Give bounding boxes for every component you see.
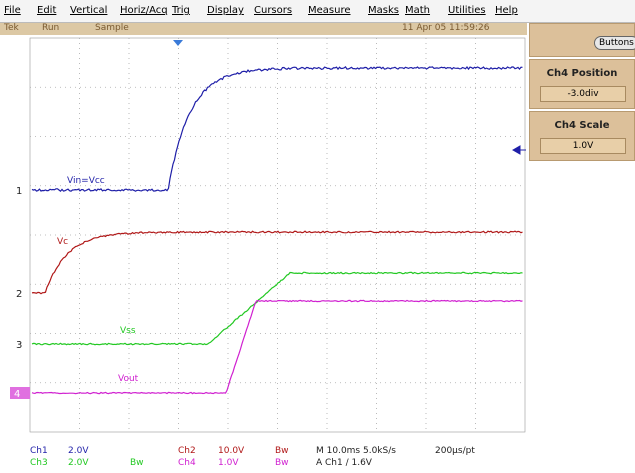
acq-mode: Sample bbox=[95, 23, 129, 33]
menu-item[interactable]: Display bbox=[207, 5, 244, 16]
trace-ch4 bbox=[31, 299, 523, 395]
buttons-bar: Buttons bbox=[529, 23, 635, 57]
ch4-position-panel[interactable]: Ch4 Position -3.0div bbox=[529, 59, 635, 109]
brand: Tek bbox=[4, 23, 19, 33]
marker-box bbox=[10, 387, 30, 399]
readout-text: 10.0V bbox=[218, 446, 245, 456]
trace-label: Vout bbox=[118, 374, 139, 384]
channel-marker: 2 bbox=[16, 289, 22, 300]
readout: Ch1 2.0V Ch2 10.0V Bw M 10.0ms 5.0kS/s 200µs/p… bbox=[0, 440, 527, 473]
readout-text: 1.0V bbox=[218, 458, 239, 468]
trace-label: Vc bbox=[57, 237, 68, 247]
menu-item[interactable]: Utilities bbox=[448, 5, 486, 16]
readout-text: A Ch1 ∕ 1.6V bbox=[316, 458, 372, 468]
trace-label: Vin=Vcc bbox=[67, 176, 105, 186]
channel-marker: 4 bbox=[14, 389, 20, 400]
readout-text: 2.0V bbox=[68, 446, 89, 456]
menu-item[interactable]: Vertical bbox=[70, 5, 108, 16]
menu-item[interactable]: Cursors bbox=[254, 5, 293, 16]
timestamp: 11 Apr 05 11:59:26 bbox=[402, 23, 490, 33]
readout-text: Ch2 bbox=[178, 446, 196, 456]
trigger-level bbox=[511, 145, 526, 155]
readout-text: Ch1 bbox=[30, 446, 48, 456]
readout-text: Bw bbox=[130, 458, 144, 468]
readout-text: Ch3 bbox=[30, 458, 48, 468]
control-label: Ch4 Position bbox=[546, 68, 618, 79]
readout-text: Bw bbox=[275, 446, 289, 456]
side-panel: Buttons Ch4 Position -3.0div Ch4 Scale 1… bbox=[527, 23, 635, 473]
trigger-position bbox=[173, 40, 183, 46]
menu-item[interactable]: File bbox=[4, 5, 21, 16]
readout-text: Bw bbox=[275, 458, 289, 468]
buttons-button[interactable]: Buttons bbox=[594, 36, 635, 50]
channel-marker: 3 bbox=[16, 340, 22, 351]
menu-item[interactable]: Horiz/Acq bbox=[120, 5, 168, 16]
status-bar: Tek Run Sample 11 Apr 05 11:59:26 bbox=[0, 23, 527, 35]
control-value: 1.0V bbox=[540, 138, 626, 154]
readout-text: 2.0V bbox=[68, 458, 89, 468]
readout-text: 200µs/pt bbox=[435, 446, 475, 456]
menu-item[interactable]: Masks bbox=[368, 5, 399, 16]
trace-ch2 bbox=[31, 230, 523, 295]
trace-ch1 bbox=[31, 66, 523, 193]
channel-marker: 1 bbox=[16, 186, 22, 197]
ch4-scale-panel[interactable]: Ch4 Scale 1.0V bbox=[529, 111, 635, 161]
menu-item[interactable]: Help bbox=[495, 5, 518, 16]
menu-item[interactable]: Edit bbox=[37, 5, 57, 16]
trace-ch3 bbox=[31, 271, 523, 346]
waveform-display: 1 2 3 4 Vin=Vcc Vc Vss Vout bbox=[10, 37, 526, 433]
trace-label: Vss bbox=[120, 326, 136, 336]
control-label: Ch4 Scale bbox=[554, 120, 610, 131]
control-value: -3.0div bbox=[540, 86, 626, 102]
readout-text: Ch4 bbox=[178, 458, 196, 468]
menu-item[interactable]: Measure bbox=[308, 5, 351, 16]
menu-item[interactable]: Math bbox=[405, 5, 431, 16]
readout-text: M 10.0ms 5.0kS/s bbox=[316, 446, 396, 456]
menu-bar: File Edit Vertical Horiz/Acq Trig Display Curs… bbox=[0, 0, 635, 23]
menu-item[interactable]: Trig bbox=[172, 5, 190, 16]
run-state: Run bbox=[42, 23, 60, 33]
